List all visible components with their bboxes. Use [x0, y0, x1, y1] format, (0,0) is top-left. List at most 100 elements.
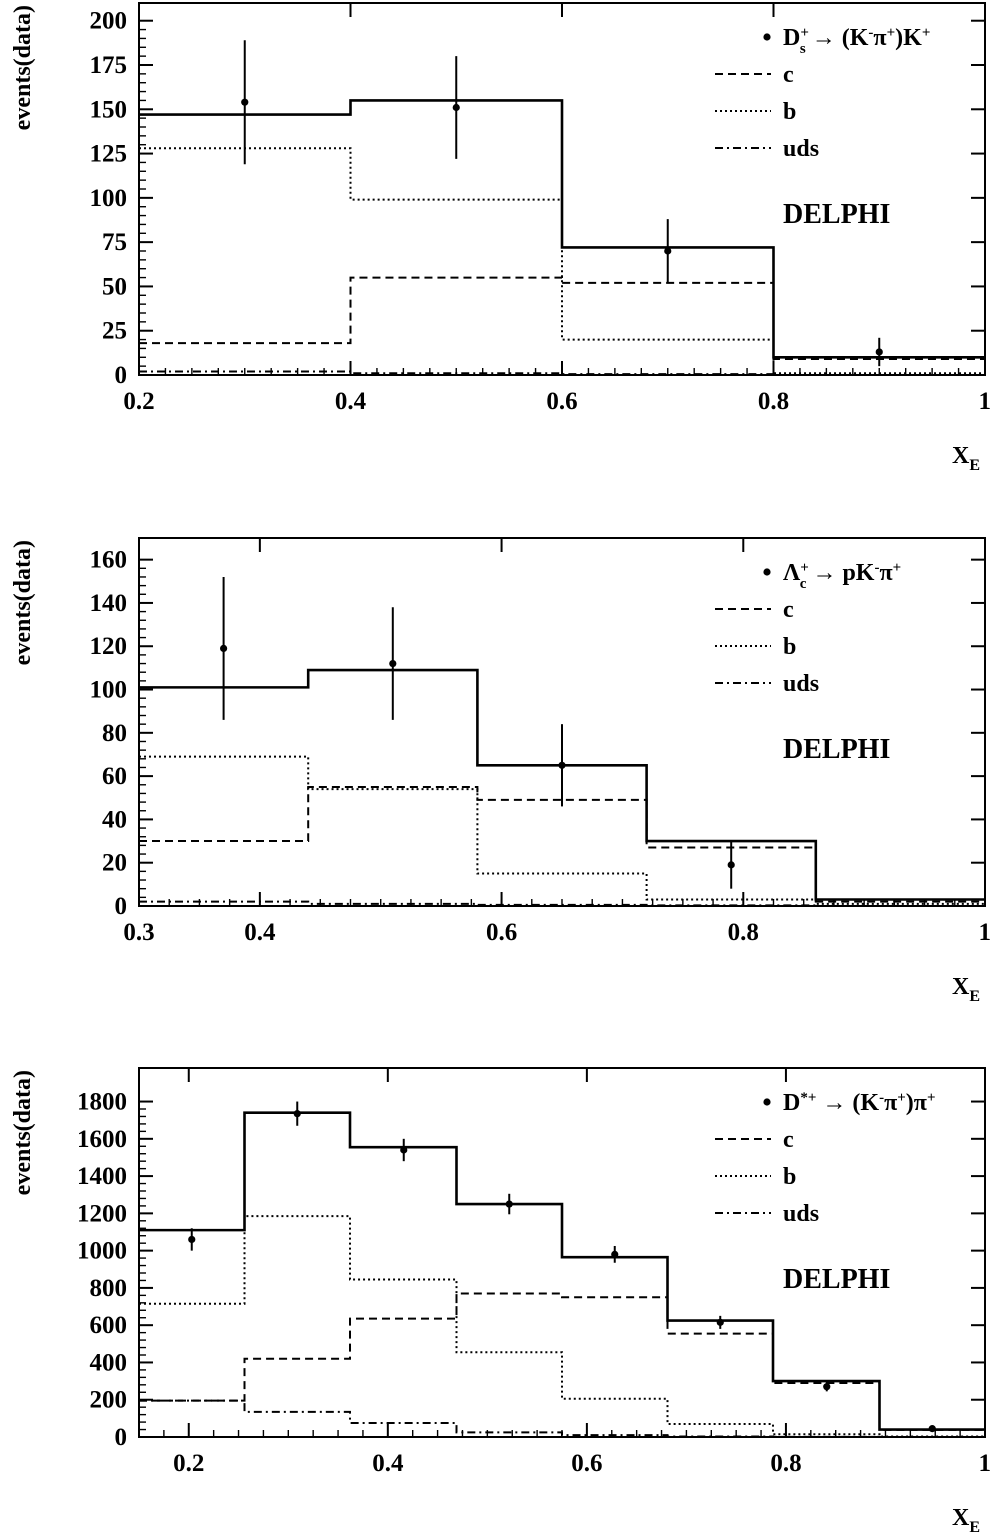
legend-label-c: c: [783, 597, 794, 623]
legend-decay-part: )K: [895, 25, 922, 51]
legend-decay-part: D: [783, 1090, 800, 1116]
x-tick-label: 0.3: [123, 919, 154, 946]
histogram-series-c: [139, 785, 985, 903]
legend-decay-part: *+: [800, 1090, 816, 1106]
data-point-marker: [505, 1200, 513, 1208]
chart-panel-3: 0 200 400 600 800 1000 1200 1400 1600 1800 0.2 0.4 0…: [10, 1067, 992, 1536]
x-tick-label: 0.8: [758, 388, 789, 415]
legend-label-uds: uds: [783, 671, 819, 697]
legend-decay-part: π: [884, 1090, 897, 1116]
histogram-series-c: [139, 1292, 985, 1431]
data-point-marker: [400, 1146, 408, 1154]
experiment-label: DELPHI: [783, 1264, 890, 1295]
data-point-marker: [611, 1250, 619, 1258]
legend-label-c: c: [783, 62, 794, 88]
legend-decay-part: π: [873, 25, 886, 51]
y-tick-label: 0: [115, 893, 128, 920]
legend-marker-data: [763, 33, 771, 41]
legend-decay-part: c: [800, 576, 807, 592]
y-tick-label: 1000: [77, 1238, 127, 1265]
x-tick-label: 0.4: [244, 919, 276, 946]
histogram-series-b: [139, 147, 985, 375]
legend-decay-part: +: [897, 1090, 906, 1106]
legend-label-b: b: [783, 99, 796, 125]
data-point-marker: [188, 1235, 196, 1244]
x-tick-label: 0.2: [123, 388, 154, 415]
x-tick-label: 1: [979, 1450, 992, 1477]
y-tick-label: 0: [115, 362, 128, 389]
legend-marker-data: [763, 1098, 771, 1106]
chart-panel-2: 0 20 40 60 80 100 120 140 160 0.3 0.4 0.6 0.8 1 events…: [10, 537, 991, 1005]
x-axis-label: XE: [952, 1505, 980, 1536]
legend-decay-part: π: [879, 560, 892, 586]
legend-decay-part: -: [868, 25, 873, 41]
legend-decay-part: +: [887, 25, 896, 41]
y-tick-label: 75: [102, 229, 127, 256]
y-axis-label: events(data): [10, 5, 36, 130]
histogram-series-b: [139, 1215, 985, 1438]
legend-decay-part: -: [874, 560, 879, 576]
y-tick-label: 1600: [77, 1126, 127, 1153]
legend-label-decay: D+ s → (K-π+)K+: [783, 25, 930, 57]
legend-decay-part: +: [800, 25, 809, 41]
legend-decay-part: -: [879, 1090, 884, 1106]
legend-decay-part: D: [783, 25, 800, 51]
y-tick-label: 0: [115, 1424, 128, 1451]
x-axis-label-main: X: [952, 1505, 970, 1531]
histogram-series-uds: [139, 900, 985, 907]
y-axis-label: events(data): [10, 1070, 36, 1195]
data-point-marker: [558, 761, 566, 769]
y-tick-label: 40: [102, 806, 127, 833]
y-tick-label: 150: [90, 96, 128, 123]
data-point-marker: [716, 1318, 724, 1326]
data-point-marker: [220, 644, 228, 653]
data-point-marker: [389, 659, 397, 668]
legend-label-decay: Λ+ c → pK-π+: [783, 560, 901, 592]
y-tick-label: 50: [102, 273, 127, 300]
x-tick-label: 0.8: [770, 1450, 801, 1477]
data-point-marker: [823, 1383, 831, 1391]
x-axis-label-main: X: [952, 443, 970, 469]
data-point-marker: [241, 98, 249, 106]
data-point-marker: [727, 861, 735, 869]
y-tick-label: 200: [90, 1387, 128, 1414]
data-point-marker: [452, 103, 460, 112]
legend-label-b: b: [783, 634, 796, 660]
x-axis-label-subscript: E: [969, 988, 980, 1005]
x-tick-label: 0.6: [486, 919, 517, 946]
legend-label-uds: uds: [783, 1201, 819, 1227]
legend-decay-part: +: [800, 560, 809, 576]
y-tick-label: 120: [90, 633, 128, 660]
data-point-marker: [875, 348, 883, 356]
legend-decay-part: +: [893, 560, 902, 576]
x-tick-label: 0.4: [335, 388, 367, 415]
y-tick-label: 140: [90, 590, 128, 617]
legend-decay-part: Λ: [783, 560, 801, 586]
y-tick-label: 175: [90, 52, 128, 79]
data-point-marker: [928, 1425, 936, 1433]
x-axis-label: XE: [952, 443, 980, 474]
y-tick-label: 160: [90, 547, 128, 574]
legend-decay-part: +: [922, 25, 931, 41]
x-axis-label-subscript: E: [969, 457, 980, 474]
y-tick-label: 1200: [77, 1200, 127, 1227]
y-tick-label: 100: [90, 185, 128, 212]
legend-label-uds: uds: [783, 136, 819, 162]
plot-frame: [138, 537, 986, 907]
data-point-marker: [664, 247, 672, 255]
experiment-label: DELPHI: [783, 734, 890, 765]
y-tick-label: 100: [90, 677, 128, 704]
x-axis-label-main: X: [952, 974, 970, 1000]
x-tick-label: 0.2: [173, 1450, 204, 1477]
legend-decay-part: → pK: [806, 560, 874, 586]
legend-decay-part: → (K: [816, 1090, 879, 1116]
y-tick-label: 60: [102, 763, 127, 790]
data-point-marker: [293, 1110, 301, 1118]
chart-panel-1: 0 25 50 75 100 125 150 175 200 0.2 0.4 0.6 0.8 1 event…: [10, 2, 992, 474]
y-tick-label: 1800: [77, 1089, 127, 1116]
x-tick-label: 1: [979, 388, 992, 415]
histogram-series-total: [139, 99, 985, 359]
y-axis-label: events(data): [10, 540, 36, 665]
legend-marker-data: [763, 568, 771, 576]
